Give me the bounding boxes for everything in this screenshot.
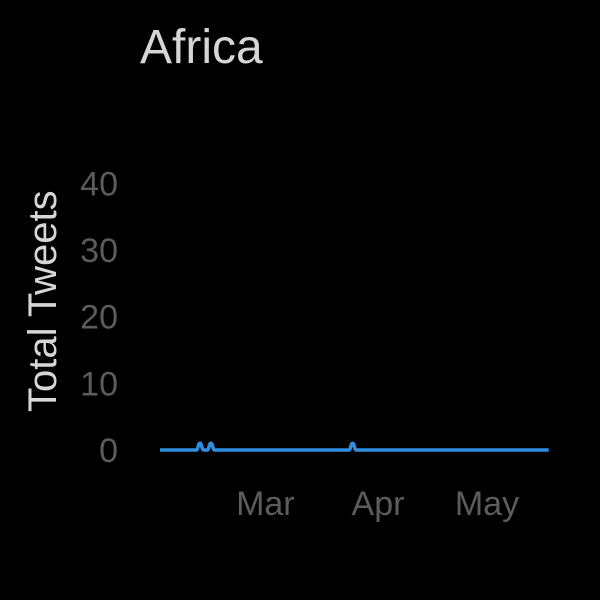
x-tick-label: Mar bbox=[236, 485, 295, 523]
x-axis-ticks: Mar Apr May bbox=[236, 485, 519, 523]
y-axis-label: Total Tweets bbox=[21, 190, 65, 412]
y-tick-label: 40 bbox=[80, 165, 118, 203]
y-tick-label: 10 bbox=[80, 365, 118, 403]
series-line bbox=[159, 441, 549, 452]
x-tick-label: Apr bbox=[352, 485, 405, 523]
y-axis-ticks: 0 10 20 30 40 bbox=[80, 165, 118, 470]
y-tick-label: 0 bbox=[99, 432, 118, 470]
y-tick-label: 20 bbox=[80, 299, 118, 337]
series-group bbox=[159, 441, 549, 452]
y-tick-label: 30 bbox=[80, 232, 118, 270]
chart-title: Africa bbox=[140, 21, 263, 74]
x-tick-label: May bbox=[455, 485, 519, 523]
